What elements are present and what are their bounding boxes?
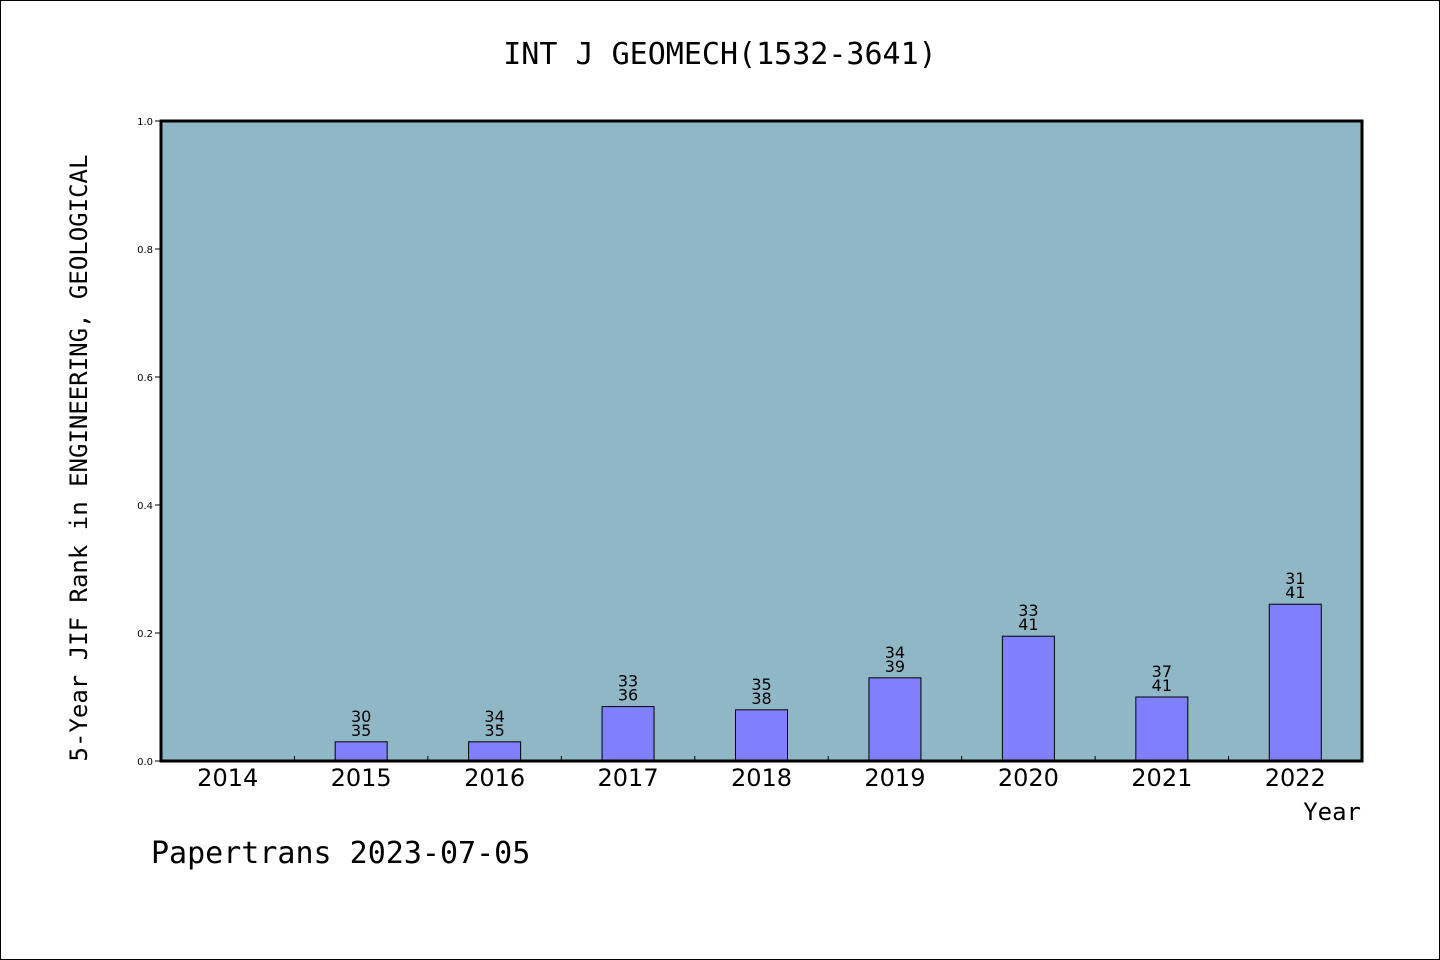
bar	[601, 706, 655, 762]
x-tick-label: 2022	[1265, 764, 1326, 792]
x-tick-label: 2015	[331, 764, 392, 792]
y-tick-label: 0.6	[137, 373, 153, 384]
bar-annotation: 33	[618, 672, 638, 691]
bar-annotation: 35	[351, 721, 371, 740]
bar	[1268, 603, 1322, 762]
y-tick-label: 0.8	[137, 245, 153, 256]
bar	[868, 677, 922, 762]
x-tick-label: 2014	[197, 764, 258, 792]
bar-annotation: 31	[1285, 569, 1305, 588]
bar-annotation: 39	[885, 657, 905, 676]
plot-area	[161, 121, 1362, 761]
plot-frame	[159, 119, 1364, 763]
bar-annotation: 34	[484, 707, 504, 726]
x-tick-label: 2018	[731, 764, 792, 792]
y-tick-label: 0.4	[137, 501, 153, 512]
x-tick-label: 2021	[1131, 764, 1192, 792]
y-tick-label: 1.0	[137, 117, 153, 128]
bar-annotation: 35	[751, 675, 771, 694]
bar	[1001, 635, 1055, 762]
bar-annotation: 37	[1152, 662, 1172, 681]
bar-annotation: 38	[751, 689, 771, 708]
bar-annotation: 33	[1018, 601, 1038, 620]
bar	[735, 709, 788, 762]
bar-annotation: 35	[484, 721, 504, 740]
footer-note: Papertrans 2023-07-05	[151, 836, 531, 871]
bar	[334, 741, 388, 762]
y-axis-label: 5-Year JIF Rank in ENGINEERING, GEOLOGIC…	[65, 154, 93, 762]
bar-annotation: 30	[351, 707, 371, 726]
x-axis-label: Year	[1303, 798, 1361, 826]
x-tick-label: 2016	[464, 764, 525, 792]
bar-annotation: 41	[1018, 615, 1038, 634]
bar	[1135, 696, 1189, 762]
chart-title: INT J GEOMECH(1532-3641)	[503, 37, 937, 72]
bar-annotation: 41	[1152, 676, 1172, 695]
bar-annotation: 36	[618, 686, 638, 705]
x-tick-label: 2019	[864, 764, 925, 792]
x-tick-label: 2020	[998, 764, 1059, 792]
y-tick-label: 0.2	[137, 629, 153, 640]
x-tick-label: 2017	[598, 764, 659, 792]
bar	[468, 741, 522, 762]
bar-annotation: 41	[1285, 583, 1305, 602]
y-tick-label: 0.0	[137, 757, 153, 768]
bar-annotation: 34	[885, 643, 905, 662]
